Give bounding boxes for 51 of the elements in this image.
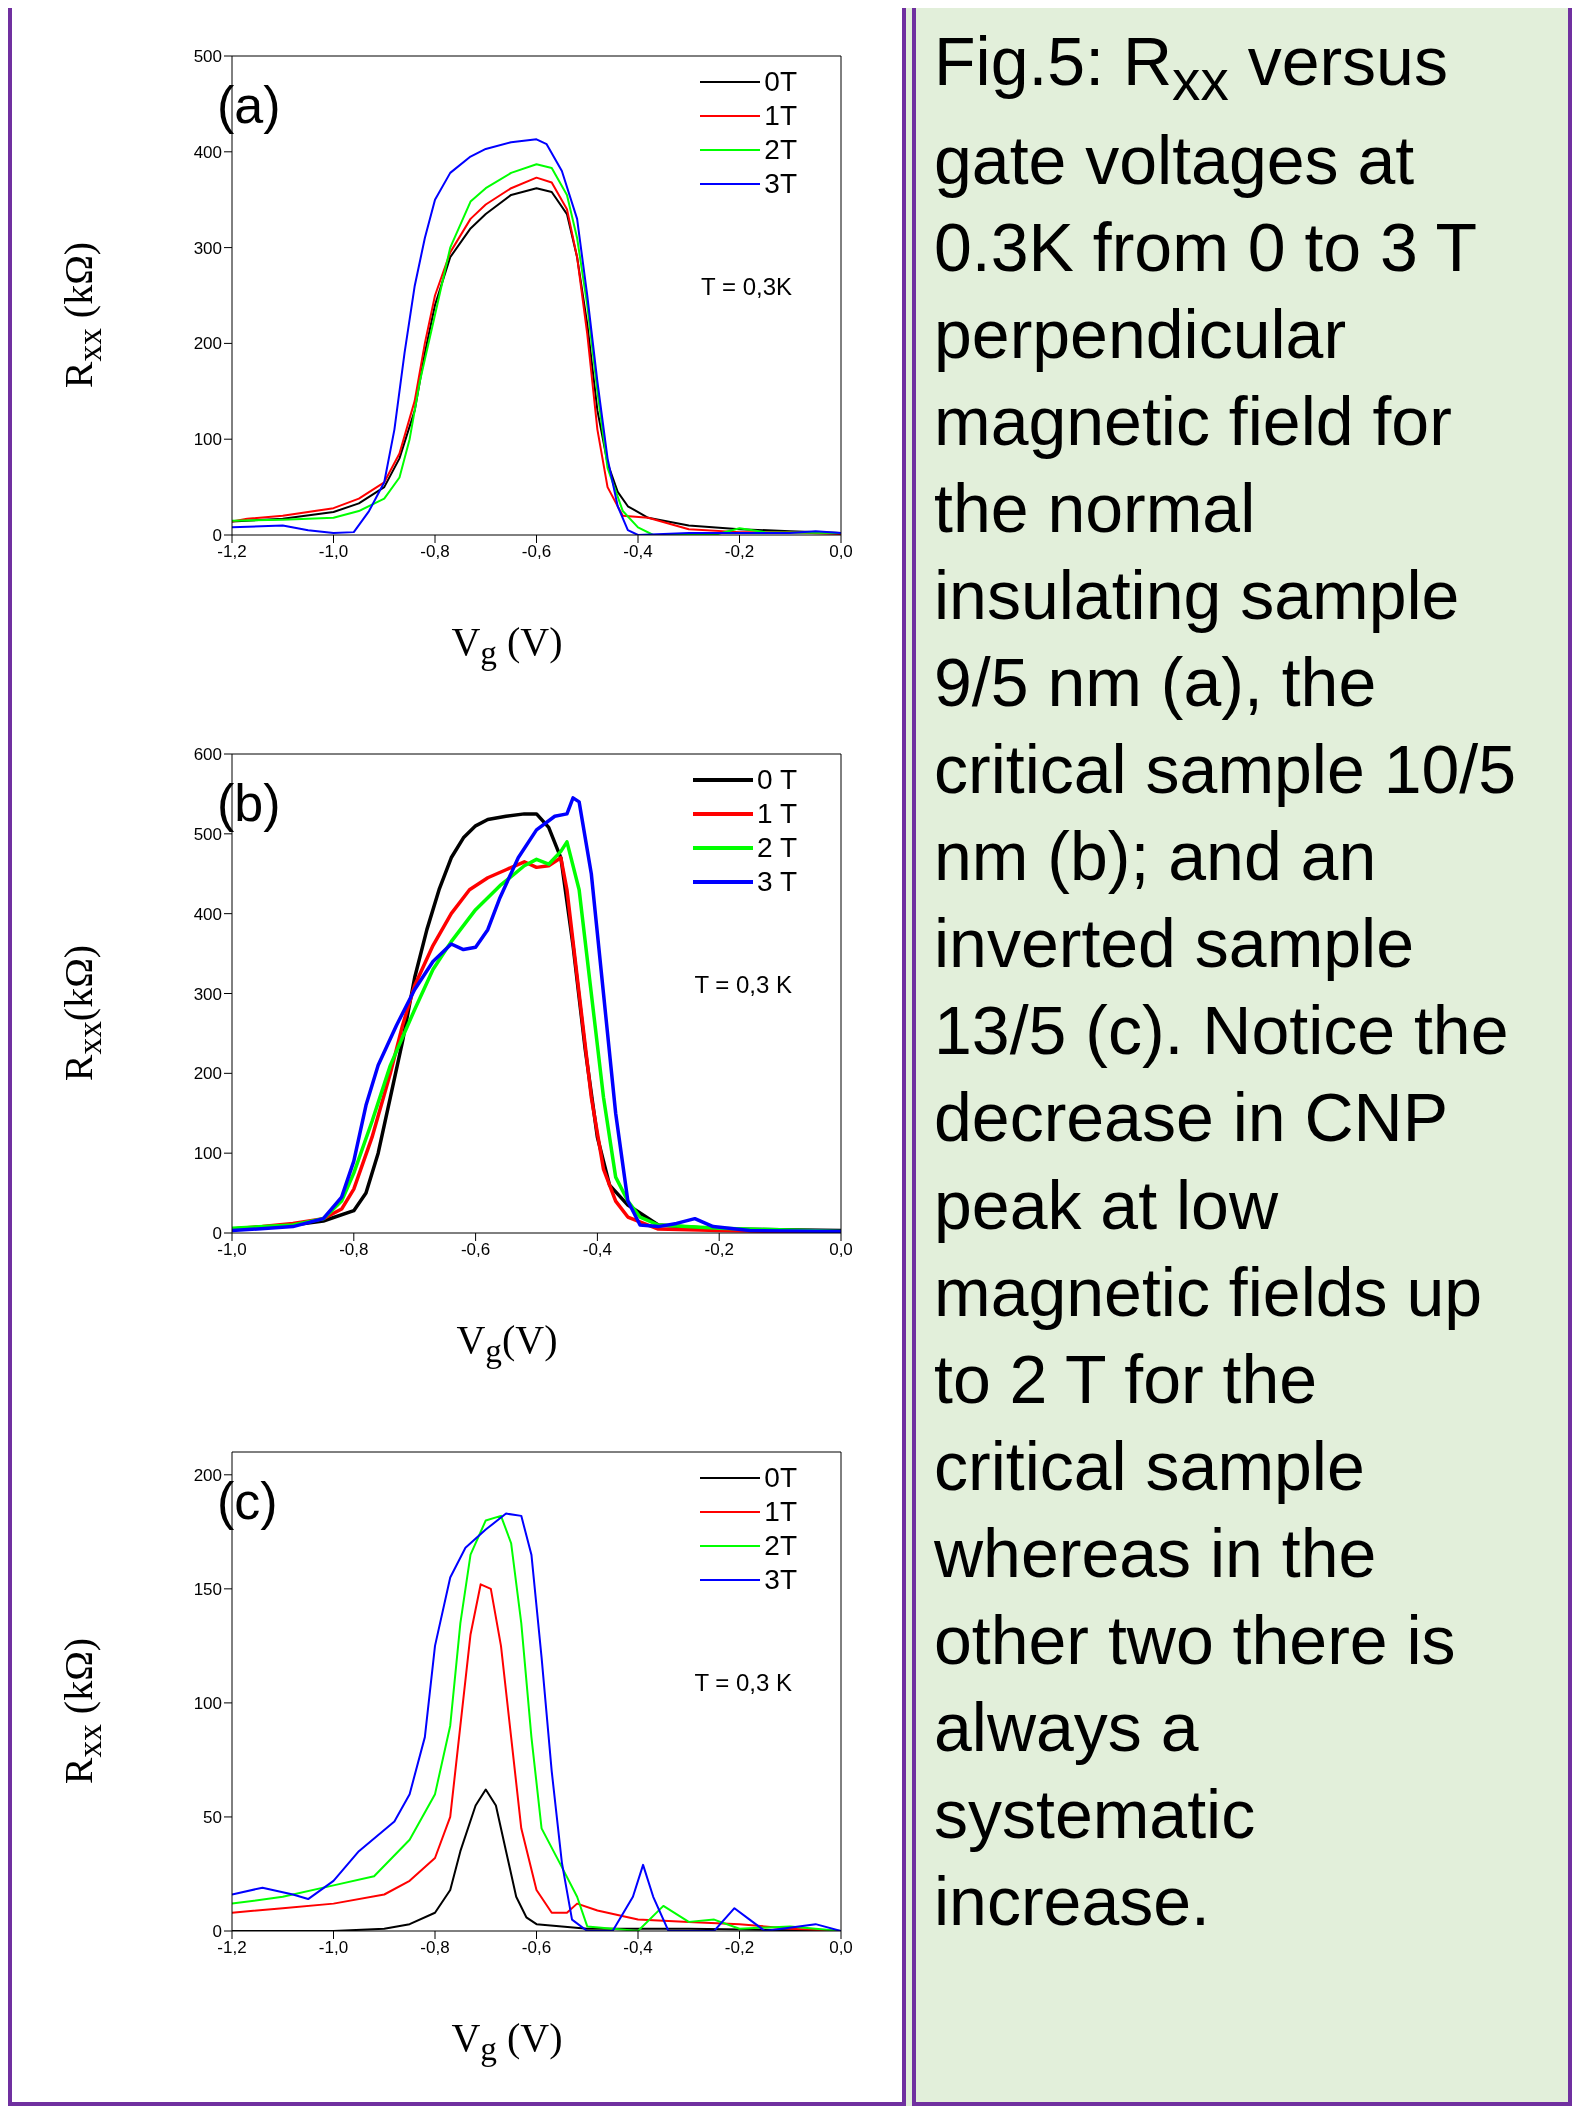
x-tick-label: -0,4: [623, 1937, 653, 1957]
legend-label: 2T: [764, 1529, 797, 1562]
x-tick-label: -0,8: [420, 1937, 450, 1957]
y-tick-label: 150: [193, 1579, 222, 1599]
y-tick-label: 100: [193, 1693, 222, 1713]
annotation: T = 0,3K: [701, 272, 792, 301]
legend-label: 0 T: [757, 763, 797, 796]
x-tick-label: -1,0: [318, 1937, 349, 1957]
x-tick-label: -0,2: [704, 1239, 734, 1259]
x-tick-label: -0,2: [724, 541, 755, 561]
y-tick-label: 500: [193, 824, 222, 844]
x-tick-label: 0,0: [829, 541, 853, 561]
legend-label: 3T: [764, 1563, 797, 1596]
y-tick-label: 200: [193, 1063, 222, 1083]
y-tick-label: 400: [193, 904, 222, 924]
x-tick-label: 0,0: [829, 1937, 853, 1957]
y-tick-label: 200: [193, 333, 222, 353]
x-axis-title: V$_{g}$ (V): [450, 617, 564, 672]
y-tick-label: 100: [193, 429, 222, 449]
legend-label: 0T: [764, 1461, 797, 1494]
y-tick-label: 300: [193, 238, 222, 258]
x-tick-label: -0,4: [582, 1239, 613, 1259]
legend-label: 1T: [764, 99, 797, 132]
annotation: T = 0,3 K: [694, 970, 792, 999]
x-tick-label: -0,6: [460, 1239, 491, 1259]
x-tick-label: -0,6: [521, 1937, 552, 1957]
legend-label: 3 T: [757, 865, 797, 898]
x-tick-label: -0,8: [420, 541, 450, 561]
y-tick-label: 400: [193, 142, 222, 162]
legend-label: 3T: [764, 167, 797, 200]
chart-title: Fig.5: R$_{xx}$ versus gate voltages at 0.3K from 0 to 3 T perpendicular magnetic field for the normal insulating sample 9/5 nm (a), the critical sample 10/5 nm (b); and an inverted sample 13/5 (c). Notice the decrease in CNP peak at low magnetic fields up to 2 T for the critical sample whereas in the other two there is always a systematic increase.: [934, 23, 1517, 1939]
legend-label: 1T: [764, 1495, 797, 1528]
x-axis-title: V$_{g}$ (V): [450, 2013, 564, 2068]
y-tick-label: 100: [193, 1143, 222, 1163]
annotation: (a): [217, 74, 281, 135]
legend-label: 0T: [764, 65, 797, 98]
y-tick-label: 500: [193, 46, 222, 66]
y-tick-label: 50: [203, 1807, 222, 1827]
legend-label: 2 T: [757, 831, 797, 864]
x-axis-title: V$_{g}$(V): [455, 1315, 559, 1370]
x-tick-label: -0,4: [623, 541, 653, 561]
y-tick-label: 300: [193, 984, 222, 1004]
legend-label: 2T: [764, 133, 797, 166]
y-tick-label: 600: [193, 744, 222, 764]
x-tick-label: 0,0: [829, 1239, 853, 1259]
x-tick-label: -0,2: [724, 1937, 755, 1957]
x-tick-label: -1,0: [318, 541, 349, 561]
x-tick-label: -0,8: [339, 1239, 369, 1259]
annotation: T = 0,3 K: [694, 1668, 792, 1697]
legend-label: 1 T: [757, 797, 797, 830]
x-tick-label: -0,6: [521, 541, 552, 561]
